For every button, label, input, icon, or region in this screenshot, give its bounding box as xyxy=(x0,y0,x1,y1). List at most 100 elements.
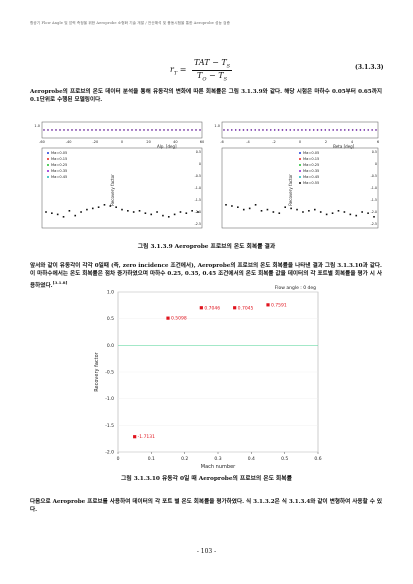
top-point xyxy=(273,129,276,131)
bottom-point xyxy=(91,207,94,210)
top-point xyxy=(71,129,73,131)
top-point xyxy=(163,129,165,131)
legend-entry: Ma=0.25 xyxy=(303,163,319,167)
bottom-point xyxy=(167,216,170,218)
bottom-point xyxy=(284,206,286,208)
x-tick-label: -2 xyxy=(272,140,276,144)
legend-marker xyxy=(299,152,301,154)
y-tick-label: -0.5 xyxy=(105,370,114,376)
legend-marker xyxy=(47,170,49,172)
legend-marker xyxy=(299,170,301,172)
legend-marker xyxy=(47,152,49,154)
top-point xyxy=(328,129,330,131)
eq-den-mid: − T xyxy=(206,70,224,80)
bottom-point xyxy=(51,212,53,214)
y-tick-label: -1.0 xyxy=(105,396,114,402)
data-label: 0.5098 xyxy=(171,316,187,322)
legend-marker xyxy=(299,182,301,184)
top-point xyxy=(223,129,225,131)
top-point xyxy=(187,129,189,131)
bottom-point xyxy=(314,208,316,211)
x-axis-label: Beta [deg] xyxy=(333,144,355,149)
y-tick-label: 0 xyxy=(199,162,201,166)
bottom-point xyxy=(127,210,129,212)
bottom-point xyxy=(191,210,193,212)
bottom-point xyxy=(86,208,88,211)
page-number: - 103 - xyxy=(196,548,217,555)
y-tick-label: -2.0 xyxy=(105,450,114,456)
bottom-plot-frame xyxy=(41,147,203,229)
x-tick-label: -40 xyxy=(66,140,72,144)
top-point xyxy=(371,129,373,131)
x-tick-label: 60 xyxy=(200,140,204,144)
bottom-point xyxy=(355,214,358,217)
top-point xyxy=(131,129,133,131)
bottom-point xyxy=(361,211,363,213)
top-point xyxy=(289,129,291,131)
x-tick-label: 0.4 xyxy=(248,456,255,462)
x-tick-label: 0 xyxy=(117,456,120,462)
x-tick-label: 0 xyxy=(121,140,123,144)
bottom-point xyxy=(278,212,281,214)
eq-den-sub2: S xyxy=(223,76,228,83)
top-point xyxy=(277,129,280,131)
top-point xyxy=(375,129,377,131)
bottom-point xyxy=(373,216,375,218)
bottom-point xyxy=(150,213,153,216)
chart-panel-0: 1.0 -60 -40 -20 0 20 40 60 Alp. [deg] 0.5 0 -0.5 -1.… xyxy=(34,121,204,229)
bottom-point xyxy=(132,211,135,213)
bottom-point xyxy=(337,210,340,212)
bottom-point xyxy=(62,216,65,218)
top-point xyxy=(293,129,295,131)
top-point xyxy=(234,129,237,131)
top-point xyxy=(332,129,334,131)
top-strip-frame xyxy=(41,121,203,139)
top-point xyxy=(238,129,241,131)
top-point xyxy=(87,129,89,131)
data-point xyxy=(133,435,137,439)
top-point xyxy=(91,129,93,131)
top-point xyxy=(47,129,49,131)
top-point xyxy=(99,129,101,131)
bottom-point xyxy=(156,211,158,213)
top-point xyxy=(67,129,69,131)
top-point xyxy=(359,129,362,131)
legend-entry: Ma=0.45 xyxy=(51,175,67,179)
equation-number: (3.1.3.3) xyxy=(355,64,384,71)
bottom-point xyxy=(121,208,123,211)
top-point xyxy=(183,129,185,131)
bottom-point xyxy=(225,204,227,206)
top-point xyxy=(363,129,366,131)
y-tick-label: 0.5 xyxy=(107,316,114,322)
bottom-point xyxy=(115,206,117,208)
legend-entry: Ma=0.15 xyxy=(303,157,319,161)
top-point xyxy=(51,129,53,131)
y-tick-label: 0.0 xyxy=(107,343,114,349)
top-point xyxy=(43,129,45,131)
legend-entry: Ma=0.05 xyxy=(51,151,67,155)
top-point xyxy=(63,129,65,131)
bottom-point xyxy=(325,213,328,216)
x-tick-label: 4 xyxy=(351,140,354,144)
top-point xyxy=(155,129,157,131)
bottom-point xyxy=(290,207,292,210)
top-point xyxy=(55,129,57,131)
y-tick-label: 0 xyxy=(375,162,377,166)
legend-marker xyxy=(47,164,49,166)
top-point xyxy=(312,129,315,131)
top-point xyxy=(127,129,129,131)
top-point xyxy=(324,129,327,131)
legend-marker xyxy=(299,164,301,166)
y-tick-label: -2.5 xyxy=(195,222,201,226)
bottom-point xyxy=(173,213,176,216)
bottom-point xyxy=(97,206,100,208)
y-tick-label: -0.5 xyxy=(371,174,377,178)
legend-entry: Ma=0.35 xyxy=(303,169,319,173)
eq-lhs: r xyxy=(170,65,174,75)
legend-marker xyxy=(299,158,301,160)
x-tick-label: 40 xyxy=(173,140,177,144)
top-point xyxy=(231,129,233,131)
eq-lhs-sub: T xyxy=(173,70,178,77)
bottom-point xyxy=(319,211,322,213)
bottom-plot-frame xyxy=(221,147,379,229)
